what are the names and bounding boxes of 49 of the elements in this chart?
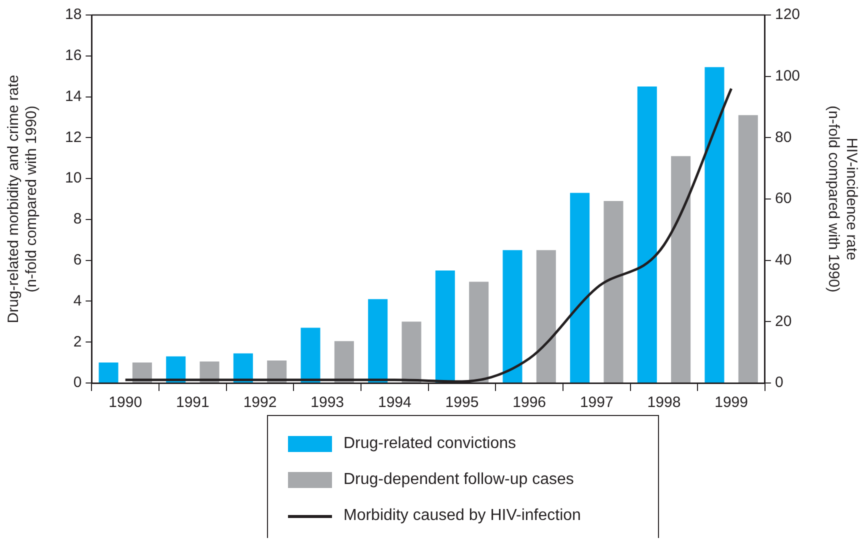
- x-tick-label: 1992: [243, 394, 277, 412]
- bar: [435, 270, 455, 382]
- bar: [368, 299, 388, 382]
- y-tick-label: 2: [73, 333, 82, 350]
- y2-tick-label: 120: [774, 6, 800, 24]
- x-tick-label: 1994: [378, 394, 412, 412]
- y2-tick-label: 0: [774, 374, 784, 392]
- x-tick-label: 1995: [445, 394, 479, 412]
- x-tick-label: 1999: [714, 394, 748, 412]
- bar: [671, 156, 691, 382]
- bar: [98, 362, 118, 382]
- x-tick-label: 1990: [108, 394, 142, 412]
- y2-axis-title: HIV-incidence rate (n-fold compared with 1990): [824, 106, 860, 292]
- x-tick-label: 1997: [580, 394, 614, 412]
- bar: [570, 192, 590, 382]
- bar: [300, 328, 320, 382]
- y2-tick-label: 40: [774, 251, 792, 268]
- x-tick-label: 1996: [512, 394, 546, 412]
- y-tick-label: 18: [64, 6, 82, 24]
- x-tick-label: 1991: [176, 394, 210, 412]
- y-tick-label: 6: [73, 251, 82, 268]
- bar: [469, 282, 489, 382]
- y-tick-label: 16: [64, 47, 82, 64]
- bar: [536, 250, 556, 382]
- legend-label: Drug-dependent follow-up cases: [344, 471, 574, 489]
- legend-label: Drug-related convictions: [344, 435, 516, 453]
- y-tick-label: 4: [73, 292, 82, 310]
- y-axis-title: Drug-related morbidity and crime rate (n-fold compared with 1990): [5, 74, 40, 324]
- bar: [637, 86, 657, 382]
- y2-tick-label: 60: [774, 190, 792, 208]
- y-tick-label: 10: [64, 170, 82, 187]
- bar: [166, 356, 186, 382]
- bar: [502, 250, 522, 382]
- bar: [334, 341, 354, 382]
- y2-tick-label: 80: [774, 128, 792, 146]
- y-tick-label: 0: [73, 374, 82, 392]
- x-tick-label: 1998: [647, 394, 681, 412]
- x-tick-label: 1993: [310, 394, 344, 412]
- bar: [402, 322, 422, 382]
- y2-tick-label: 100: [774, 67, 800, 84]
- y-tick-label: 12: [64, 128, 82, 146]
- bar: [704, 67, 724, 382]
- bar: [738, 115, 758, 382]
- legend-label: Morbidity caused by HIV-infection: [344, 507, 581, 525]
- y-tick-label: 8: [73, 210, 82, 228]
- bar: [233, 353, 253, 382]
- bar: [604, 201, 624, 382]
- y-tick-label: 14: [64, 88, 82, 105]
- y2-tick-label: 20: [774, 312, 792, 330]
